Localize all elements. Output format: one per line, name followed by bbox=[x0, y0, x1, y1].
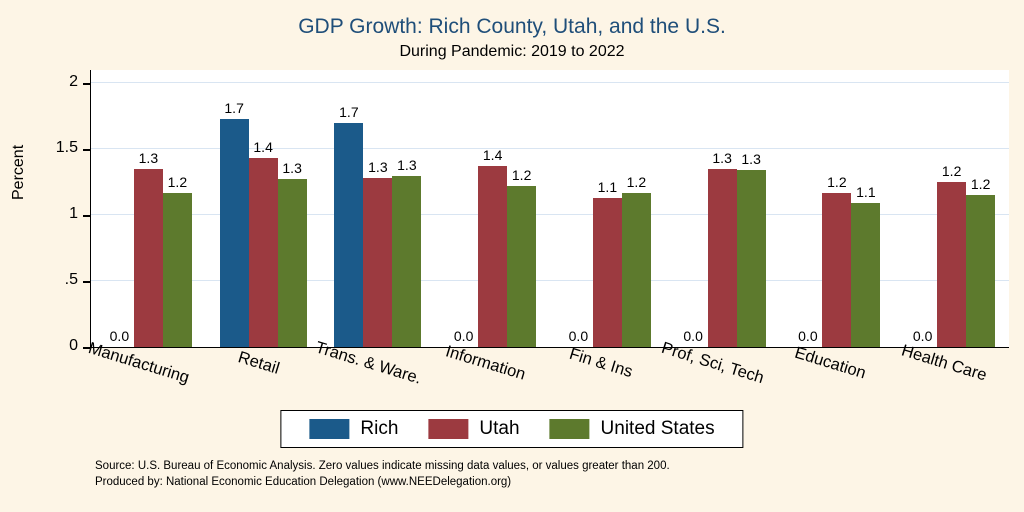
legend-label: Rich bbox=[360, 418, 399, 439]
bar-group: 0.0 1.3 1.3 bbox=[665, 70, 780, 347]
bar-value-label: 1.3 bbox=[368, 159, 388, 176]
bar-united-states: 1.2 bbox=[966, 176, 996, 347]
bar-group: 1.7 1.4 1.3 bbox=[206, 70, 321, 347]
chart-subtitle: During Pandemic: 2019 to 2022 bbox=[399, 43, 625, 60]
chart-title: GDP Growth: Rich County, Utah, and the U… bbox=[298, 15, 726, 38]
legend-entry: Rich bbox=[309, 418, 398, 440]
bar-value-label: 1.3 bbox=[138, 149, 159, 166]
bar-value-label: 0.0 bbox=[912, 328, 933, 344]
bar-group: 0.0 1.2 1.2 bbox=[894, 70, 1009, 347]
bar-rich: 1.7 bbox=[219, 100, 249, 347]
bar-united-states: 1.2 bbox=[621, 174, 651, 347]
bar-value-label: 1.1 bbox=[856, 184, 876, 201]
bar-group: 0.0 1.1 1.2 bbox=[550, 70, 665, 347]
bar-group: 0.0 1.3 1.2 bbox=[91, 70, 206, 347]
gridline bbox=[91, 214, 1009, 216]
y-tick-label: 1 bbox=[69, 205, 78, 223]
bar-value-label: 1.2 bbox=[827, 173, 847, 190]
x-tick-label: Retail bbox=[236, 348, 282, 378]
x-tick-label: Health Care bbox=[898, 341, 989, 385]
bar-groups: 0.0 1.3 1.2 1.7 1.4 1.3 1.7 1.3 1.3 0.0 1.4 1.2 0.0 1… bbox=[91, 70, 1009, 347]
bar-united-states: 1.3 bbox=[736, 151, 766, 347]
y-tick-mark bbox=[83, 347, 90, 349]
source-note-line: Produced by: National Economic Education… bbox=[95, 476, 512, 489]
legend-entry: Utah bbox=[428, 418, 520, 440]
bar-utah: 1.3 bbox=[363, 159, 393, 347]
bar-value-label: 0.0 bbox=[453, 328, 474, 344]
gridline bbox=[91, 82, 1009, 84]
bar-value-label: 0.0 bbox=[109, 328, 130, 344]
source-note-line: Source: U.S. Bureau of Economic Analysis… bbox=[95, 460, 670, 472]
bar-united-states: 1.2 bbox=[507, 167, 537, 347]
x-tick-label: Education bbox=[792, 343, 868, 383]
bar-value-label: 0.0 bbox=[798, 328, 818, 344]
y-tick-label: 1.5 bbox=[55, 139, 78, 157]
bar-rich: 1.7 bbox=[334, 104, 364, 347]
bar-united-states: 1.3 bbox=[277, 160, 307, 347]
bar-value-label: 1.4 bbox=[482, 147, 503, 164]
bar-value-label: 1.7 bbox=[339, 103, 359, 120]
legend-label: United States bbox=[600, 418, 715, 439]
bar-utah: 1.4 bbox=[478, 147, 508, 347]
x-tick-label: Information bbox=[443, 342, 528, 384]
bar-united-states: 1.1 bbox=[851, 184, 881, 347]
x-axis-labels: Manufacturing Retail Trans. & Ware. Informa… bbox=[87, 338, 1008, 400]
bar-value-label: 1.3 bbox=[712, 149, 732, 166]
y-tick-mark bbox=[83, 215, 90, 217]
bar-utah: 1.2 bbox=[937, 163, 967, 347]
plot-area: 0.0 1.3 1.2 1.7 1.4 1.3 1.7 1.3 1.3 0.0 1.4 1.2 0.0 1… bbox=[90, 70, 1009, 348]
y-tick-label: .5 bbox=[64, 271, 78, 289]
legend-swatch bbox=[309, 419, 350, 439]
bar-value-label: 1.4 bbox=[253, 139, 273, 156]
source-notes: Source: U.S. Bureau of Economic Analysis… bbox=[95, 458, 670, 490]
legend-swatch bbox=[428, 419, 469, 439]
bar-utah: 1.3 bbox=[133, 150, 163, 347]
bar-value-label: 1.3 bbox=[282, 160, 302, 177]
legend-entry: United States bbox=[549, 418, 715, 440]
y-tick-mark bbox=[83, 83, 90, 85]
bar-value-label: 1.3 bbox=[397, 156, 417, 173]
bar-value-label: 1.3 bbox=[741, 151, 761, 168]
bar-value-label: 0.0 bbox=[568, 328, 589, 344]
bar-united-states: 1.3 bbox=[392, 157, 422, 347]
bar-value-label: 1.2 bbox=[626, 173, 647, 190]
y-tick-mark bbox=[83, 149, 90, 151]
legend-label: Utah bbox=[479, 418, 520, 439]
bar-united-states: 1.2 bbox=[162, 174, 192, 347]
bar-group: 0.0 1.2 1.1 bbox=[780, 70, 895, 347]
gridline bbox=[91, 148, 1009, 150]
bar-value-label: 1.2 bbox=[970, 176, 991, 193]
bar-utah: 1.4 bbox=[248, 139, 278, 347]
y-tick-label: 0 bbox=[69, 337, 78, 354]
bar-utah: 1.2 bbox=[822, 174, 852, 347]
legend-swatch bbox=[549, 419, 590, 439]
bar-group: 0.0 1.4 1.2 bbox=[435, 70, 550, 347]
bar-utah: 1.1 bbox=[592, 179, 622, 347]
x-tick-label: Fin & Ins bbox=[567, 344, 636, 382]
bar-group: 1.7 1.3 1.3 bbox=[321, 70, 436, 347]
bar-value-label: 1.2 bbox=[941, 163, 962, 180]
bar-value-label: 1.2 bbox=[167, 173, 188, 190]
gridline bbox=[91, 280, 1009, 282]
legend: Rich Utah United States bbox=[280, 410, 744, 448]
bar-value-label: 1.2 bbox=[511, 167, 532, 184]
bar-value-label: 0.0 bbox=[683, 328, 703, 344]
bar-utah: 1.3 bbox=[707, 150, 737, 347]
y-tick-label: 2 bbox=[69, 73, 78, 91]
bar-value-label: 1.1 bbox=[597, 178, 618, 195]
y-tick-mark bbox=[83, 281, 90, 283]
bar-value-label: 1.7 bbox=[224, 99, 244, 116]
